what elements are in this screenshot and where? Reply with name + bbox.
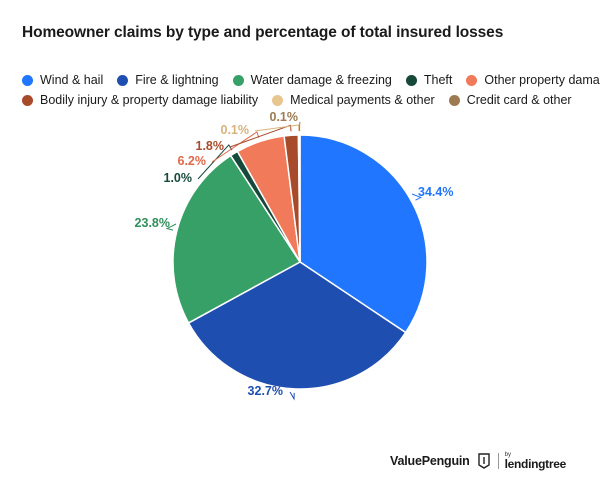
legend-label: Medical payments & other (290, 93, 435, 107)
data-label: 32.7% (248, 384, 283, 398)
legend-row-1: Wind & hail Fire & lightning Water damage … (22, 70, 600, 90)
legend-item: Credit card & other (448, 93, 572, 107)
pie-slice (172, 154, 302, 324)
legend-label: Other property damage (484, 73, 600, 87)
legend-label: Water damage & freezing (250, 73, 392, 87)
partner-name: lendingtree (504, 457, 567, 471)
legend-swatch (22, 94, 33, 106)
leader-line (254, 124, 300, 132)
legend-item: Bodily injury & property damage liabilit… (22, 93, 258, 107)
legend-swatch (466, 74, 478, 86)
data-label: 1.0% (164, 171, 193, 185)
leader-line (165, 223, 177, 231)
legend-swatch (272, 94, 284, 106)
legend: Wind & hail Fire & lightning Water damage … (22, 70, 600, 110)
legend-item: Fire & lightning (117, 73, 219, 87)
leader-line (211, 131, 260, 163)
legend-swatch (22, 74, 33, 86)
legend-swatch (117, 74, 129, 86)
penguin-logo-icon (477, 453, 490, 469)
legend-swatch (448, 94, 460, 106)
legend-item: Theft (405, 73, 453, 87)
data-label: 23.8% (135, 216, 170, 230)
data-label: 0.1% (270, 110, 299, 124)
leader-line (411, 193, 423, 201)
legend-label: Theft (423, 73, 453, 87)
data-label: 6.2% (178, 154, 207, 168)
legend-label: Bodily injury & property damage liabilit… (40, 93, 259, 107)
footer-branding: ValuePenguin by lendingtree (390, 452, 566, 470)
data-label: 1.8% (196, 139, 225, 153)
divider (497, 453, 499, 469)
legend-item: Water damage & freezing (232, 73, 392, 87)
brand-name: ValuePenguin (390, 454, 470, 468)
legend-item: Other property damage (466, 73, 600, 87)
legend-label: Wind & hail (40, 73, 104, 87)
legend-label: Credit card & other (466, 93, 572, 107)
leader-line (229, 124, 292, 148)
data-label: 0.1% (221, 123, 250, 137)
partner-prefix: by (504, 452, 511, 458)
legend-swatch (232, 74, 244, 86)
data-label: 34.4% (418, 185, 453, 199)
partner-logo: by lendingtree (504, 452, 567, 471)
pie-slice (298, 134, 301, 263)
legend-item: Medical payments & other (272, 93, 435, 107)
chart-title: Homeowner claims by type and percentage … (22, 24, 504, 41)
legend-swatch (405, 74, 417, 86)
legend-row-2: Bodily injury & property damage liabilit… (22, 90, 582, 110)
legend-label: Fire & lightning (135, 73, 219, 87)
leader-line (197, 144, 233, 180)
leader-line (289, 391, 295, 401)
legend-item: Wind & hail (22, 73, 103, 87)
